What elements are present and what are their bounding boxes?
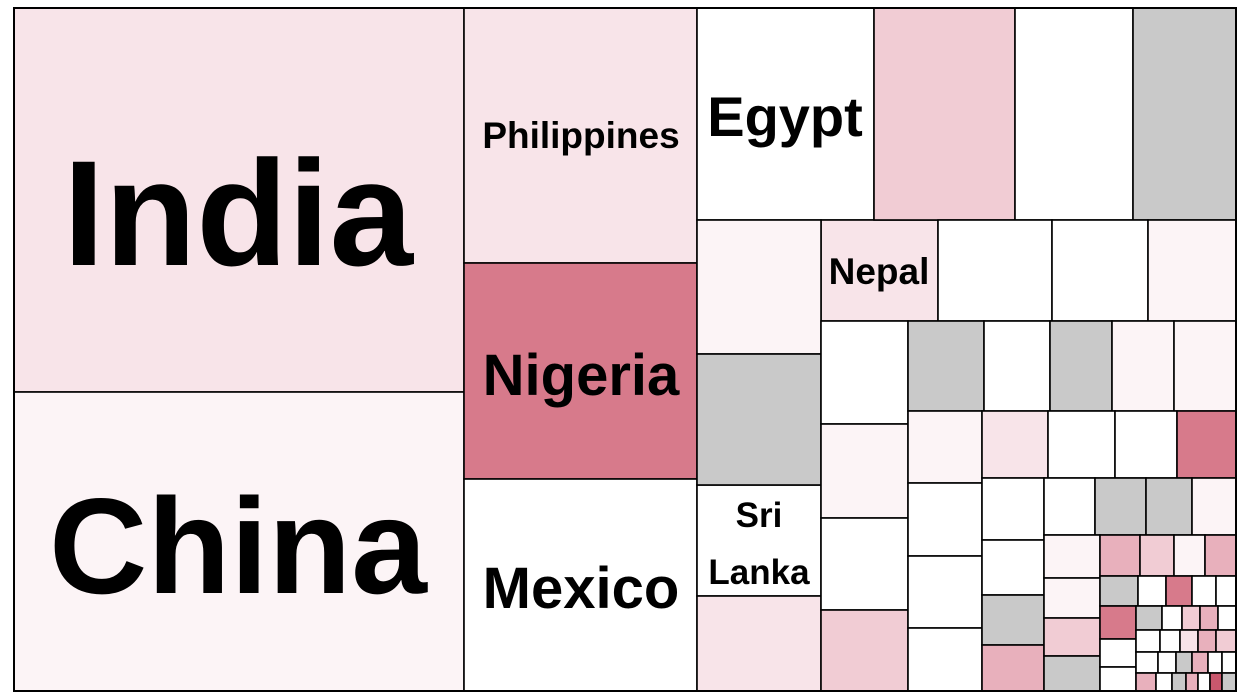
tile-unlabeled bbox=[1099, 638, 1137, 668]
tile-india bbox=[13, 7, 465, 393]
tile-unlabeled bbox=[981, 644, 1045, 692]
tile-unlabeled bbox=[1161, 605, 1183, 631]
tile-unlabeled bbox=[1135, 605, 1163, 631]
tile-unlabeled bbox=[1215, 575, 1237, 607]
tile-label-nigeria: Nigeria bbox=[483, 343, 680, 408]
tile-nepal bbox=[820, 219, 939, 322]
tile-unlabeled bbox=[696, 219, 822, 355]
tile-unlabeled bbox=[1114, 410, 1178, 479]
tile-unlabeled bbox=[1099, 666, 1137, 692]
tile-unlabeled bbox=[820, 609, 909, 692]
tile-unlabeled bbox=[1043, 534, 1101, 579]
tile-unlabeled bbox=[1043, 655, 1101, 692]
tile-label-sri-lanka-text: Sri bbox=[736, 496, 783, 535]
tile-unlabeled bbox=[1135, 651, 1159, 674]
tile-label-china: China bbox=[49, 470, 428, 622]
tile-label-nepal: Nepal bbox=[829, 251, 930, 292]
tile-unlabeled bbox=[1199, 605, 1219, 631]
tile-unlabeled bbox=[696, 595, 822, 692]
tile-unlabeled bbox=[907, 627, 983, 692]
tile-unlabeled bbox=[981, 410, 1049, 479]
tile-unlabeled bbox=[1181, 605, 1201, 631]
tile-unlabeled bbox=[983, 320, 1051, 412]
tile-philippines bbox=[463, 7, 698, 264]
tile-unlabeled bbox=[1132, 7, 1237, 221]
tile-label-sri-lanka: Sri Lanka bbox=[708, 496, 810, 592]
tile-unlabeled bbox=[1094, 477, 1147, 536]
tile-unlabeled bbox=[981, 477, 1045, 541]
tile-unlabeled bbox=[1185, 672, 1199, 692]
tile-label-sri-lanka-text: Lanka bbox=[708, 553, 810, 592]
tile-unlabeled bbox=[907, 320, 985, 412]
tile-unlabeled bbox=[820, 517, 909, 611]
tile-unlabeled bbox=[981, 594, 1045, 646]
tile-unlabeled bbox=[820, 423, 909, 519]
tile-unlabeled bbox=[1179, 629, 1199, 653]
tile-unlabeled bbox=[1159, 629, 1181, 653]
tile-unlabeled bbox=[1191, 575, 1217, 607]
tile-unlabeled bbox=[1135, 672, 1157, 692]
tile-unlabeled bbox=[907, 482, 983, 557]
tile-unlabeled bbox=[1171, 672, 1187, 692]
treemap-tiles bbox=[13, 7, 1237, 692]
tile-unlabeled bbox=[1099, 575, 1139, 607]
tile-unlabeled bbox=[1197, 629, 1217, 653]
tile-unlabeled bbox=[1157, 651, 1177, 674]
tile-unlabeled bbox=[1207, 651, 1223, 674]
tile-unlabeled bbox=[1191, 477, 1237, 536]
tile-unlabeled bbox=[696, 353, 822, 486]
tile-unlabeled bbox=[820, 320, 909, 425]
tile-unlabeled bbox=[1155, 672, 1173, 692]
tile-unlabeled bbox=[1209, 672, 1223, 692]
tile-unlabeled bbox=[1173, 534, 1206, 577]
tile-label-mexico: Mexico bbox=[483, 556, 680, 621]
tile-unlabeled bbox=[1145, 477, 1193, 536]
tile-unlabeled bbox=[937, 219, 1053, 322]
tile-unlabeled bbox=[1111, 320, 1175, 412]
tile-unlabeled bbox=[873, 7, 1016, 221]
tile-unlabeled bbox=[981, 539, 1045, 596]
tile-unlabeled bbox=[1139, 534, 1175, 577]
tile-unlabeled bbox=[1176, 410, 1237, 479]
tile-nigeria bbox=[463, 262, 698, 480]
tile-unlabeled bbox=[1175, 651, 1193, 674]
tile-unlabeled bbox=[1047, 410, 1116, 479]
tile-unlabeled bbox=[1051, 219, 1149, 322]
treemap-labels: India China Philippines Nigeria Mexico E… bbox=[49, 85, 929, 622]
tile-unlabeled bbox=[1043, 577, 1101, 619]
tile-sri-lanka bbox=[696, 484, 822, 597]
tile-unlabeled bbox=[1221, 672, 1237, 692]
tile-unlabeled bbox=[1043, 617, 1101, 657]
tile-unlabeled bbox=[1147, 219, 1237, 322]
tile-unlabeled bbox=[1191, 651, 1209, 674]
tile-unlabeled bbox=[1099, 605, 1137, 640]
tile-unlabeled bbox=[1197, 672, 1211, 692]
tile-china bbox=[13, 391, 465, 692]
tile-unlabeled bbox=[1217, 605, 1237, 631]
tile-unlabeled bbox=[1204, 534, 1237, 577]
tile-unlabeled bbox=[1173, 320, 1237, 412]
tile-unlabeled bbox=[1135, 629, 1161, 653]
tile-unlabeled bbox=[1165, 575, 1193, 607]
tile-unlabeled bbox=[1049, 320, 1113, 412]
tile-unlabeled bbox=[1215, 629, 1237, 653]
tile-unlabeled bbox=[1043, 477, 1096, 536]
tile-label-india: India bbox=[63, 129, 415, 297]
tile-unlabeled bbox=[1221, 651, 1237, 674]
treemap-frame bbox=[13, 7, 1237, 692]
tile-unlabeled bbox=[1137, 575, 1167, 607]
tile-unlabeled bbox=[907, 555, 983, 629]
tile-label-egypt: Egypt bbox=[707, 85, 863, 148]
tile-unlabeled bbox=[1099, 534, 1141, 577]
tile-unlabeled bbox=[1014, 7, 1134, 221]
tile-unlabeled bbox=[907, 410, 983, 484]
tile-label-philippines: Philippines bbox=[482, 115, 679, 156]
